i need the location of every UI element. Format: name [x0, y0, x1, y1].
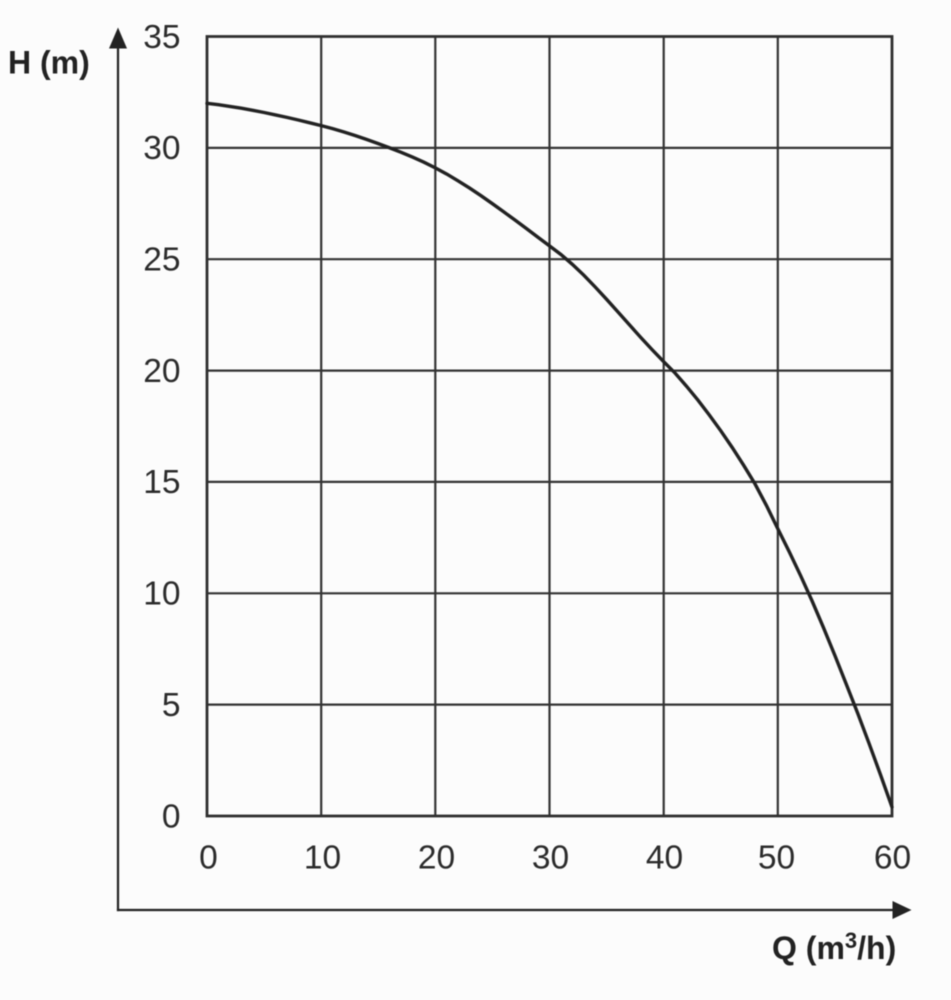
svg-text:50: 50 [758, 840, 795, 877]
svg-text:60: 60 [874, 840, 911, 877]
svg-text:10: 10 [143, 576, 180, 613]
svg-text:40: 40 [646, 840, 683, 877]
svg-text:30: 30 [532, 840, 569, 877]
svg-text:Q (m3/h): Q (m3/h) [772, 928, 896, 966]
svg-text:20: 20 [143, 353, 180, 390]
svg-text:H (m): H (m) [8, 45, 90, 81]
svg-text:0: 0 [199, 840, 218, 877]
svg-text:0: 0 [162, 798, 181, 835]
svg-text:20: 20 [418, 840, 455, 877]
svg-text:5: 5 [162, 687, 181, 724]
svg-text:25: 25 [143, 242, 180, 279]
svg-text:30: 30 [143, 130, 180, 167]
svg-text:35: 35 [143, 19, 180, 56]
svg-text:10: 10 [304, 840, 341, 877]
svg-text:15: 15 [143, 464, 180, 501]
